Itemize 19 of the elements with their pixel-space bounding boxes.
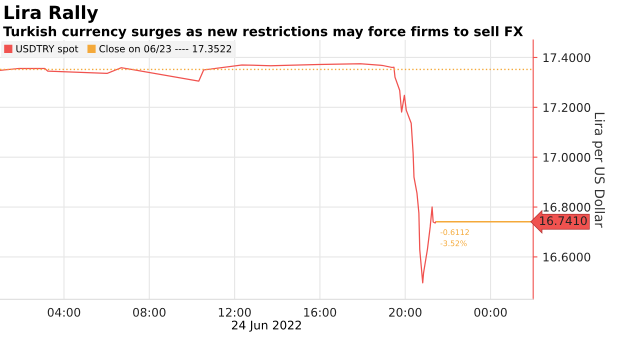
chart-subtitle: Turkish currency surges as new restrictions may force firms to sell FX bbox=[3, 26, 523, 39]
x-tick-label: 12:00 bbox=[218, 308, 251, 317]
legend-label: Close on 06/23 ---- 17.3522 bbox=[99, 44, 232, 54]
y-axis-title: Lira per US Dollar bbox=[592, 112, 605, 228]
y-tick-label: 16.6000 bbox=[544, 252, 590, 262]
x-tick-label: 08:00 bbox=[133, 308, 166, 317]
line-series bbox=[0, 63, 437, 284]
y-tick-label: 17.2000 bbox=[544, 103, 590, 112]
legend-label: USDTRY spot bbox=[16, 45, 78, 54]
x-axis-title: 24 Jun 2022 bbox=[232, 320, 301, 332]
x-tick-label: 16:00 bbox=[304, 308, 336, 317]
y-tick-label: 16.8000 bbox=[544, 202, 590, 212]
x-tick-label: 20:00 bbox=[389, 308, 422, 317]
y-tick-label: 17.0000 bbox=[544, 152, 590, 162]
chart-title: Lira Rally bbox=[4, 5, 98, 23]
ref-line-label: 16.7410 bbox=[540, 216, 587, 226]
y-tick-label: 17.4000 bbox=[544, 53, 590, 62]
x-tick-label: 00:00 bbox=[474, 308, 507, 317]
x-tick-label: 04:00 bbox=[48, 308, 80, 317]
